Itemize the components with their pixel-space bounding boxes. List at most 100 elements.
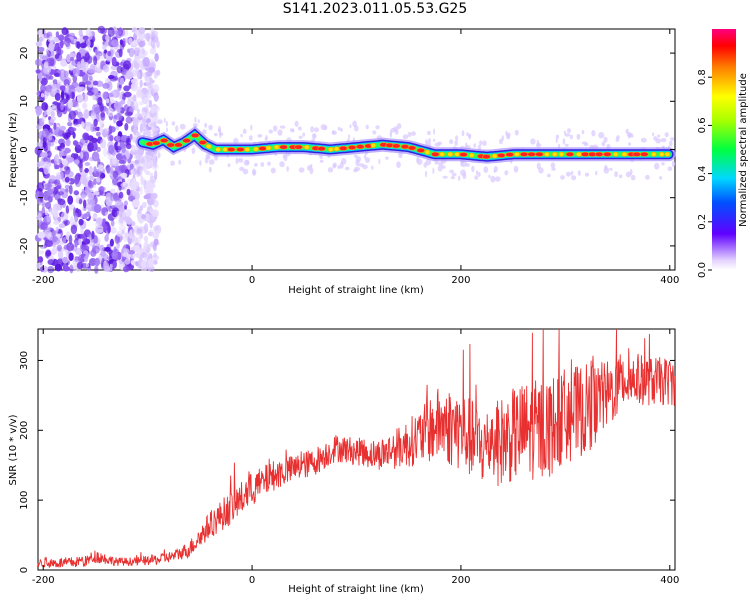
- colorbar-label: Normalized spectral amplitude: [738, 73, 749, 227]
- noise-speckle: [38, 130, 44, 140]
- ridge-peak: [159, 138, 169, 144]
- noise-speckle: [117, 81, 122, 92]
- noise-speckle: [110, 165, 114, 175]
- spectrogram-y-axis-title: Frequency (Hz): [8, 112, 19, 188]
- noise-speckle: [35, 41, 43, 47]
- band-speckle: [213, 132, 218, 137]
- noise-speckle: [41, 102, 48, 111]
- ridge-peak: [514, 151, 520, 157]
- noise-speckle: [111, 39, 119, 47]
- noise-speckle: [134, 191, 140, 201]
- noise-speckle: [40, 84, 46, 94]
- band-speckle: [250, 124, 253, 131]
- noise-speckle: [102, 82, 110, 89]
- noise-speckle: [52, 79, 58, 85]
- band-speckle: [441, 165, 446, 169]
- band-speckle: [294, 120, 299, 127]
- band-speckle: [264, 137, 268, 141]
- noise-speckle: [63, 70, 69, 78]
- noise-speckle: [74, 241, 78, 248]
- noise-speckle: [44, 183, 53, 189]
- noise-speckle: [133, 46, 141, 52]
- noise-speckle: [62, 265, 71, 272]
- band-speckle: [630, 174, 636, 181]
- band-speckle: [482, 140, 487, 146]
- band-speckle: [410, 131, 416, 136]
- ridge-peak: [370, 143, 377, 149]
- noise-speckle: [54, 263, 63, 272]
- noise-speckle: [54, 138, 58, 144]
- noise-speckle: [43, 61, 49, 69]
- y-tick-label: 0: [19, 567, 30, 573]
- noise-speckle: [68, 252, 74, 261]
- band-speckle: [252, 168, 256, 175]
- ridge-peak: [391, 143, 401, 149]
- band-speckle: [424, 170, 428, 178]
- band-speckle: [514, 129, 519, 136]
- noise-speckle: [92, 80, 99, 86]
- noise-speckle: [152, 127, 159, 132]
- noise-speckle: [135, 261, 139, 267]
- noise-speckle: [152, 199, 159, 208]
- noise-speckle: [63, 244, 70, 250]
- ridge-peak: [226, 147, 236, 153]
- ridge-peak: [527, 151, 536, 157]
- band-speckle: [564, 143, 569, 147]
- noise-speckle: [85, 38, 91, 48]
- noise-speckle: [64, 184, 71, 190]
- band-speckle: [618, 174, 623, 179]
- band-speckle: [365, 124, 369, 130]
- noise-speckle: [119, 77, 125, 85]
- noise-speckle: [39, 50, 44, 60]
- noise-speckle: [65, 84, 69, 93]
- ridge-peak: [482, 154, 491, 160]
- band-speckle: [555, 137, 558, 144]
- snr-x-axis-title: Height of straight line (km): [288, 584, 424, 595]
- noise-speckle: [88, 75, 93, 81]
- band-speckle: [327, 167, 334, 173]
- band-speckle: [340, 127, 343, 132]
- noise-speckle: [68, 204, 75, 211]
- noise-speckle: [130, 169, 134, 175]
- band-speckle: [475, 170, 479, 175]
- noise-speckle: [51, 85, 57, 95]
- noise-speckle: [60, 70, 65, 77]
- band-speckle: [297, 126, 302, 131]
- band-speckle: [242, 168, 249, 175]
- band-speckle: [302, 132, 306, 137]
- noise-speckle: [113, 197, 122, 203]
- band-speckle: [659, 176, 663, 180]
- noise-speckle: [116, 251, 122, 261]
- noise-speckle: [47, 35, 56, 44]
- ridge-peak: [253, 146, 259, 152]
- noise-speckle: [64, 38, 71, 48]
- noise-speckle: [68, 110, 77, 120]
- noise-speckle: [122, 265, 130, 273]
- noise-speckle: [62, 237, 67, 244]
- noise-speckle: [143, 163, 147, 173]
- band-speckle: [298, 135, 303, 139]
- noise-speckle: [60, 90, 65, 100]
- noise-speckle: [49, 118, 55, 124]
- noise-speckle: [98, 185, 105, 196]
- ridge-peak: [459, 152, 468, 158]
- noise-speckle: [85, 263, 89, 268]
- noise-speckle: [88, 165, 93, 176]
- ridge-peak: [198, 140, 207, 146]
- band-speckle: [279, 161, 285, 168]
- noise-speckle: [94, 257, 100, 267]
- band-speckle: [170, 160, 175, 166]
- noise-speckle: [138, 27, 146, 34]
- band-speckle: [163, 117, 166, 123]
- noise-speckle: [150, 106, 156, 114]
- noise-speckle: [89, 175, 94, 181]
- band-speckle: [473, 143, 477, 148]
- noise-speckle: [108, 75, 115, 80]
- noise-speckle: [110, 219, 115, 227]
- noise-speckle: [99, 124, 103, 135]
- band-speckle: [171, 121, 176, 126]
- band-speckle: [584, 172, 590, 177]
- ridge-peak: [244, 147, 250, 153]
- noise-speckle: [58, 191, 64, 196]
- band-speckle: [309, 167, 314, 175]
